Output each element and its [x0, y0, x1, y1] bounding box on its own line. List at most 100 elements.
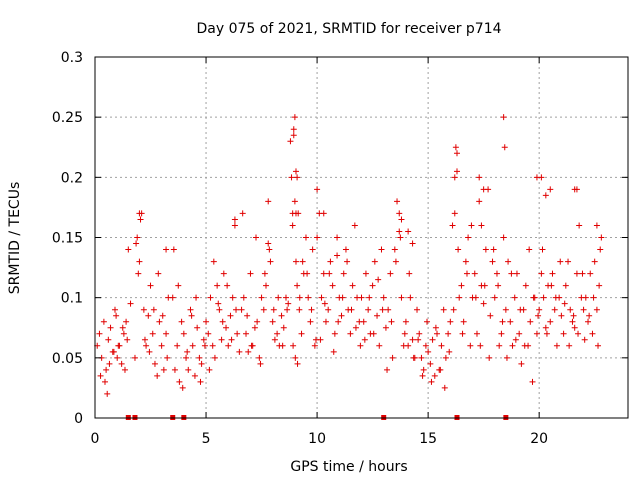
data-point — [387, 270, 394, 277]
data-point — [256, 354, 263, 361]
data-point — [243, 330, 250, 337]
data-point — [507, 318, 514, 325]
data-point — [547, 186, 554, 193]
data-point — [361, 336, 368, 343]
data-point — [291, 114, 298, 121]
data-point — [551, 306, 558, 313]
y-tick-label: 0.3 — [61, 50, 83, 66]
data-point — [121, 366, 128, 373]
data-point — [194, 324, 201, 331]
data-point — [538, 174, 545, 181]
data-point — [513, 270, 520, 277]
data-point — [198, 360, 205, 367]
data-point — [270, 306, 277, 313]
data-point — [123, 318, 130, 325]
data-point — [329, 282, 336, 289]
data-point — [427, 360, 434, 367]
data-point — [206, 366, 213, 373]
data-point — [392, 258, 399, 265]
data-point — [263, 282, 270, 289]
data-point — [591, 258, 598, 265]
data-point — [451, 174, 458, 181]
data-point — [481, 282, 488, 289]
data-point — [375, 276, 382, 283]
data-point — [342, 246, 349, 253]
data-point — [334, 234, 341, 241]
y-tick-label: 0.1 — [61, 291, 83, 307]
data-point — [379, 306, 386, 313]
data-point — [280, 324, 287, 331]
data-point — [205, 330, 212, 337]
data-point — [298, 330, 305, 337]
data-point — [596, 282, 603, 289]
data-point — [536, 306, 543, 313]
data-point — [274, 330, 281, 337]
data-point — [147, 282, 154, 289]
data-point — [366, 294, 373, 301]
data-point — [176, 378, 183, 385]
data-point — [135, 270, 142, 277]
data-point — [491, 294, 498, 301]
data-point — [231, 222, 238, 229]
data-point — [114, 354, 121, 361]
data-point — [344, 258, 351, 265]
data-point — [302, 234, 309, 241]
data-point — [374, 312, 381, 319]
data-point — [320, 270, 327, 277]
data-point — [573, 186, 580, 193]
data-point — [449, 222, 456, 229]
data-point — [311, 342, 318, 349]
data-point — [499, 318, 506, 325]
data-point — [409, 240, 416, 247]
data-point — [598, 234, 605, 241]
data-point — [480, 186, 487, 193]
data-point — [189, 342, 196, 349]
data-point — [236, 348, 243, 355]
data-point — [414, 306, 421, 313]
data-point — [511, 294, 518, 301]
y-axis-label: SRMTID / TECUs — [7, 182, 23, 295]
data-point — [210, 258, 217, 265]
data-points — [94, 114, 605, 397]
data-point — [309, 246, 316, 253]
data-point — [424, 318, 431, 325]
data-point — [338, 312, 345, 319]
data-point — [104, 390, 111, 397]
data-point — [164, 354, 171, 361]
data-point — [547, 318, 554, 325]
data-point — [560, 330, 567, 337]
data-point — [552, 294, 559, 301]
data-point — [489, 258, 496, 265]
data-point — [314, 186, 321, 193]
data-point — [580, 306, 587, 313]
data-point — [185, 366, 192, 373]
data-point — [538, 270, 545, 277]
data-point — [582, 294, 589, 301]
data-point — [327, 258, 334, 265]
data-point — [357, 342, 364, 349]
data-point — [211, 354, 218, 361]
data-point — [450, 306, 457, 313]
data-point — [127, 300, 134, 307]
data-point — [388, 318, 395, 325]
data-point — [459, 330, 466, 337]
data-point — [533, 330, 540, 337]
data-point — [125, 246, 132, 253]
data-point — [478, 222, 485, 229]
data-point — [97, 372, 104, 379]
grid-lines — [95, 57, 628, 418]
data-point — [401, 330, 408, 337]
chart-title: Day 075 of 2021, SRMTID for receiver p71… — [196, 21, 501, 37]
data-point — [106, 360, 113, 367]
data-point — [171, 366, 178, 373]
data-point — [330, 348, 337, 355]
data-point — [451, 210, 458, 217]
data-point — [522, 282, 529, 289]
data-point — [187, 306, 194, 313]
data-point — [425, 348, 432, 355]
data-point — [258, 294, 265, 301]
data-point — [289, 210, 296, 217]
data-point — [589, 330, 596, 337]
data-point — [136, 210, 143, 217]
data-point — [385, 306, 392, 313]
